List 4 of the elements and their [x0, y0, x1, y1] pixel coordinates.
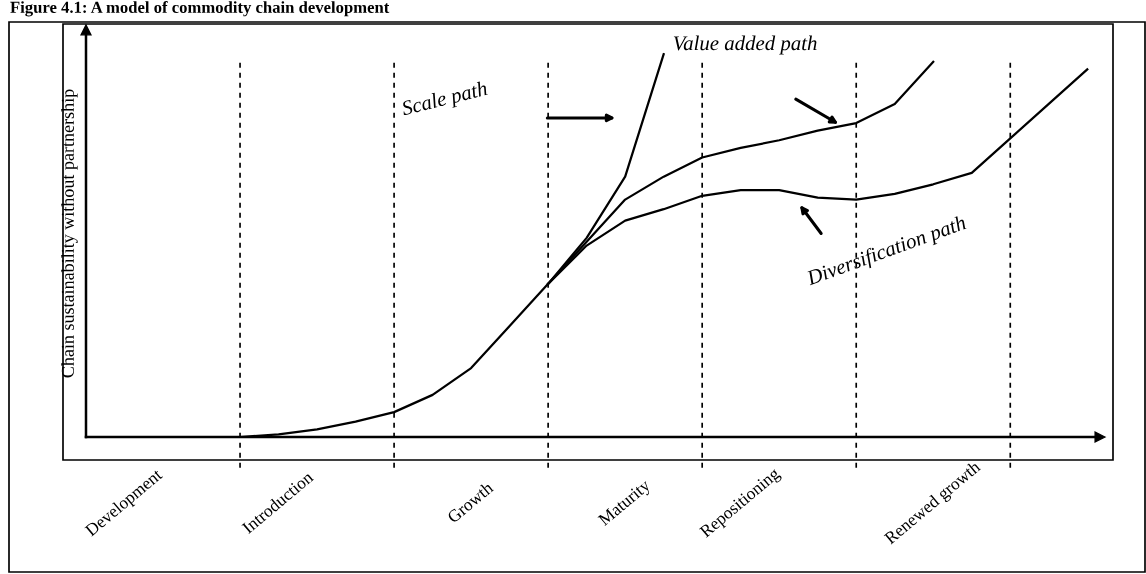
annotation: Value added path [673, 35, 817, 55]
annotation: Scale path [400, 80, 489, 120]
chart-title: Figure 4.1: A model of commodity chain development [10, 1, 390, 17]
y-axis-title: Chain sustainability without partnership [61, 89, 78, 378]
